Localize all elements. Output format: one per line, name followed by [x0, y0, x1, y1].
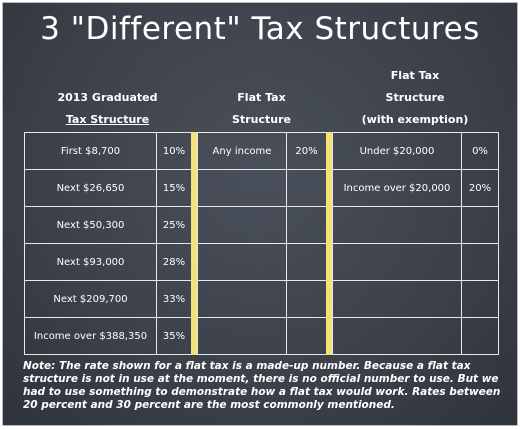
empty-cell	[461, 317, 499, 355]
section-header: Flat Tax Structure	[197, 63, 326, 131]
empty-cell	[197, 280, 287, 318]
rate-cell: 20%	[461, 169, 499, 207]
header-line: Structure	[232, 113, 291, 126]
empty-cell	[286, 317, 327, 355]
empty-cell	[332, 317, 462, 355]
header-line: Flat Tax	[237, 91, 286, 104]
empty-cell	[332, 206, 462, 244]
header-line: Tax Structure	[65, 113, 150, 126]
income-cell: Next $26,650	[24, 169, 157, 207]
divider	[326, 132, 332, 355]
income-cell: Income over $20,000	[332, 169, 462, 207]
income-cell: Next $209,700	[24, 280, 157, 318]
empty-cell	[286, 243, 327, 281]
section-header: 2013 Graduated Tax Structure	[24, 63, 191, 131]
rate-cell: 33%	[156, 280, 192, 318]
empty-cell	[286, 280, 327, 318]
section-header: Flat Tax Structure (with exemption)	[332, 63, 498, 131]
rate-cell: 28%	[156, 243, 192, 281]
empty-cell	[332, 243, 462, 281]
income-cell: Under $20,000	[332, 132, 462, 170]
note: Note: The rate shown for a flat tax is a…	[23, 360, 501, 411]
empty-cell	[286, 169, 327, 207]
income-cell: Any income	[197, 132, 287, 170]
rate-cell: 25%	[156, 206, 192, 244]
header-line: (with exemption)	[361, 113, 469, 126]
empty-cell	[197, 206, 287, 244]
slide-title: 3 "Different" Tax Structures	[40, 11, 480, 47]
empty-cell	[461, 280, 499, 318]
rate-cell: 0%	[461, 132, 499, 170]
empty-cell	[197, 243, 287, 281]
rate-cell: 10%	[156, 132, 192, 170]
rate-cell: 15%	[156, 169, 192, 207]
empty-cell	[286, 206, 327, 244]
income-cell: First $8,700	[24, 132, 157, 170]
header-line: Flat Tax	[390, 69, 440, 82]
empty-cell	[332, 280, 462, 318]
slide: 3 "Different" Tax Structures Note: The r…	[2, 2, 518, 426]
income-cell: Next $50,300	[24, 206, 157, 244]
income-cell: Next $93,000	[24, 243, 157, 281]
rate-cell: 20%	[286, 132, 327, 170]
empty-cell	[461, 206, 499, 244]
income-cell: Income over $388,350	[24, 317, 157, 355]
header-line: Structure	[385, 91, 445, 104]
empty-cell	[197, 317, 287, 355]
divider	[191, 132, 197, 355]
empty-cell	[461, 243, 499, 281]
rate-cell: 35%	[156, 317, 192, 355]
header-line: 2013 Graduated	[57, 91, 158, 104]
empty-cell	[197, 169, 287, 207]
